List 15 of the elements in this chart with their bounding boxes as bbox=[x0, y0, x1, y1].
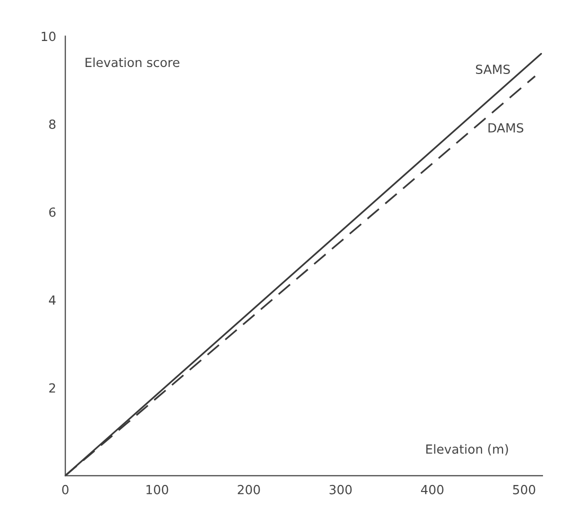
series-label: SAMS bbox=[476, 64, 510, 74]
y-tick-label: 4 bbox=[48, 295, 56, 305]
y-axis-title: Elevation score bbox=[86, 57, 180, 68]
x-tick-label: 500 bbox=[513, 484, 536, 494]
x-tick-label: 100 bbox=[146, 484, 168, 494]
y-tick-label: 2 bbox=[49, 383, 56, 392]
x-tick-label: 400 bbox=[421, 484, 444, 494]
y-tick-label: 6 bbox=[49, 207, 56, 217]
x-tick-label: 0 bbox=[62, 484, 68, 494]
x-tick-label: 300 bbox=[330, 484, 352, 494]
x-tick-label: 200 bbox=[238, 484, 260, 494]
x-axis-title: Elevation (m) bbox=[426, 444, 508, 456]
y-tick-label: 10 bbox=[42, 32, 56, 42]
y-tick-label: 8 bbox=[49, 120, 56, 130]
series-label: DAMS bbox=[488, 123, 524, 133]
